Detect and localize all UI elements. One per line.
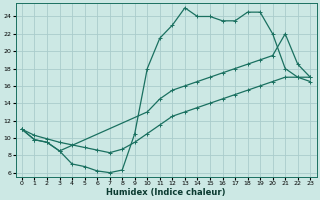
X-axis label: Humidex (Indice chaleur): Humidex (Indice chaleur) bbox=[106, 188, 226, 197]
